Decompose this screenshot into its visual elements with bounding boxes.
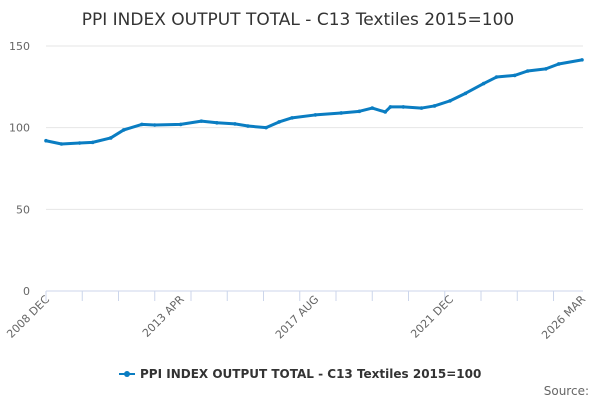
data-point[interactable] [525, 69, 530, 73]
data-point[interactable] [277, 120, 281, 124]
data-point[interactable] [199, 119, 204, 123]
data-point[interactable] [233, 122, 237, 126]
legend-marker-icon [124, 371, 130, 377]
data-point[interactable] [178, 122, 183, 127]
data-point[interactable] [357, 109, 362, 114]
x-tick-label: 2008 DEC [4, 293, 52, 341]
data-point[interactable] [152, 123, 157, 127]
data-point[interactable] [494, 75, 499, 79]
y-tick-label: 100 [9, 122, 30, 135]
data-point[interactable] [121, 128, 126, 132]
data-point[interactable] [339, 111, 343, 115]
x-tick-label: 2017 AUG [273, 293, 322, 342]
data-point[interactable] [370, 106, 375, 110]
data-point[interactable] [44, 138, 48, 143]
data-point[interactable] [388, 105, 393, 109]
data-point[interactable] [463, 91, 468, 96]
data-point[interactable] [290, 116, 294, 120]
data-point[interactable] [556, 62, 561, 66]
data-point[interactable] [77, 141, 82, 145]
data-point[interactable] [140, 122, 144, 127]
data-point[interactable] [90, 140, 95, 145]
x-tick-label: 2013 APR [140, 293, 187, 340]
y-tick-label: 150 [9, 40, 30, 53]
data-point[interactable] [108, 136, 113, 140]
series-line[interactable] [45, 58, 583, 146]
data-point[interactable] [383, 110, 388, 114]
data-point[interactable] [246, 124, 250, 128]
y-tick-label: 50 [16, 203, 30, 216]
legend-label: PPI INDEX OUTPUT TOTAL - C13 Textiles 20… [140, 367, 481, 381]
data-point[interactable] [448, 99, 452, 103]
data-point[interactable] [543, 67, 548, 71]
x-tick-label: 2021 DEC [408, 293, 456, 341]
data-point[interactable] [432, 104, 437, 108]
data-point[interactable] [215, 120, 219, 125]
legend-item[interactable]: PPI INDEX OUTPUT TOTAL - C13 Textiles 20… [119, 367, 481, 381]
x-tick-label: 2026 MAR [539, 293, 588, 342]
data-point[interactable] [264, 125, 268, 130]
data-point[interactable] [512, 73, 517, 78]
data-point[interactable] [59, 142, 64, 146]
source-credit[interactable]: Source: [544, 384, 589, 398]
y-tick-label: 0 [23, 285, 30, 298]
data-point[interactable] [481, 81, 486, 86]
data-point[interactable] [580, 58, 584, 62]
chart-title: PPI INDEX OUTPUT TOTAL - C13 Textiles 20… [82, 10, 515, 30]
data-point[interactable] [313, 113, 318, 117]
data-point[interactable] [401, 105, 406, 109]
data-point[interactable] [419, 106, 424, 110]
